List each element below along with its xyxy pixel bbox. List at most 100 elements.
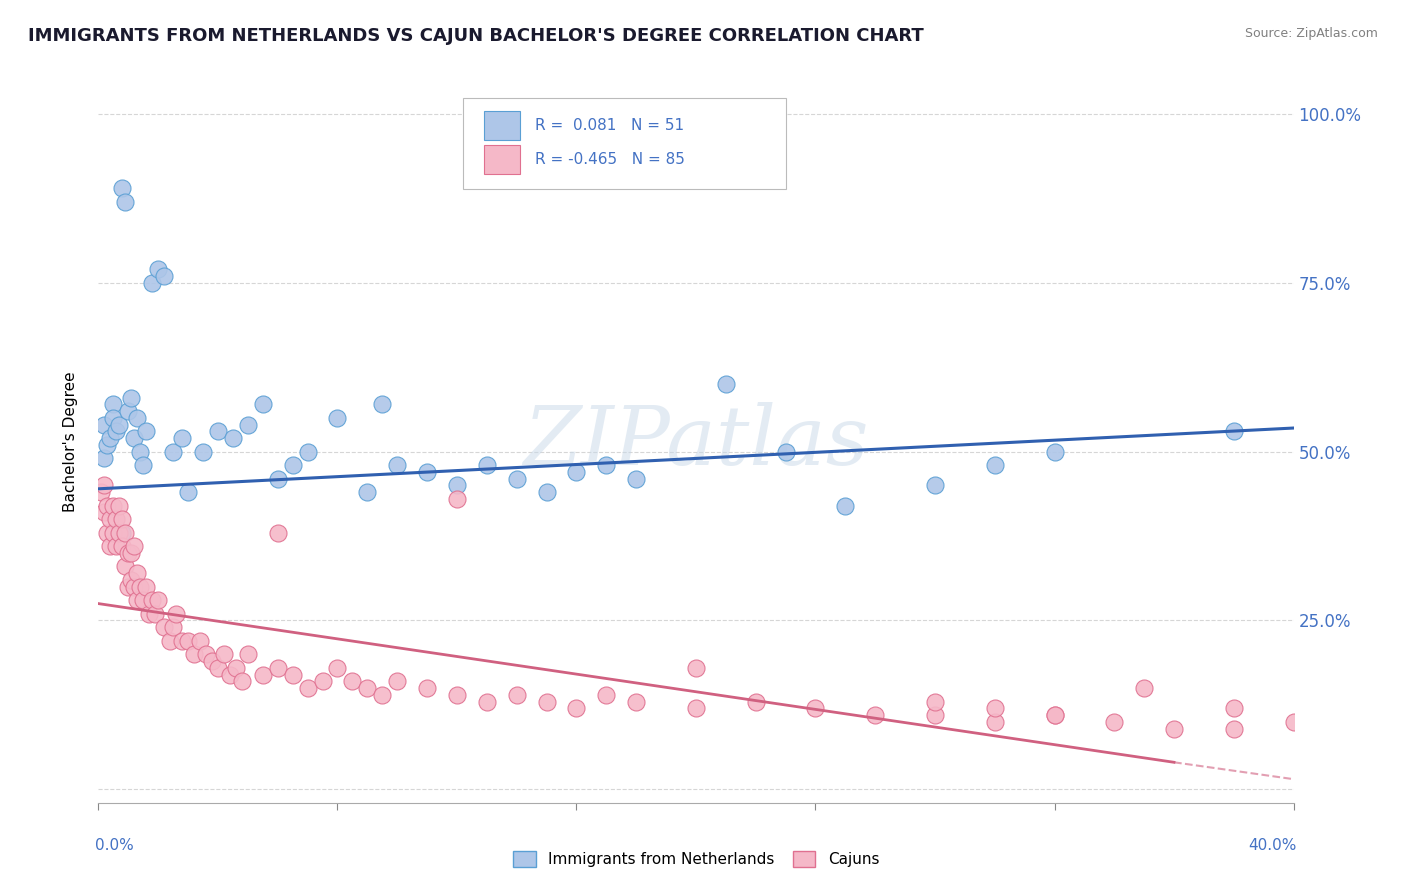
Point [132,593,155,607]
Point [326,411,349,425]
Point [153,269,176,284]
Point [267,525,290,540]
Point [342,674,364,689]
Point [1133,681,1156,695]
Point [96,499,118,513]
Point [177,633,200,648]
Point [162,620,184,634]
Point [356,681,378,695]
Point [120,573,142,587]
Point [162,444,184,458]
Point [804,701,827,715]
Point [172,633,194,648]
Bar [485,111,520,139]
Point [212,647,235,661]
Point [326,661,349,675]
Point [120,391,142,405]
Point [98,512,122,526]
Point [1043,444,1066,458]
Point [475,458,498,472]
Point [834,499,856,513]
Point [108,417,131,432]
Point [105,425,128,439]
Point [475,694,498,708]
Text: R = -0.465   N = 85: R = -0.465 N = 85 [534,153,685,168]
Point [446,688,468,702]
Point [129,444,152,458]
Point [506,688,529,702]
Point [1223,722,1246,736]
Point [103,397,125,411]
Point [267,661,290,675]
Point [148,593,170,607]
Point [165,607,187,621]
Point [385,674,409,689]
Point [685,661,707,675]
Point [159,633,181,648]
Point [775,444,797,458]
Point [120,546,142,560]
Point [371,397,394,411]
Text: 0.0%: 0.0% [94,838,134,853]
Point [252,397,274,411]
Point [281,667,304,681]
Point [536,694,558,708]
Point [96,438,118,452]
FancyBboxPatch shape [463,98,786,189]
Point [536,485,558,500]
Point [281,458,304,472]
Point [96,525,118,540]
Point [127,411,149,425]
Point [127,593,149,607]
Point [90,485,112,500]
Point [297,444,319,458]
Point [446,478,468,492]
Point [626,472,648,486]
Point [124,539,146,553]
Point [114,525,136,540]
Point [595,458,617,472]
Point [626,694,648,708]
Point [385,458,409,472]
Text: IMMIGRANTS FROM NETHERLANDS VS CAJUN BACHELOR'S DEGREE CORRELATION CHART: IMMIGRANTS FROM NETHERLANDS VS CAJUN BAC… [28,27,924,45]
Point [231,674,253,689]
Point [1223,701,1246,715]
Text: R =  0.081   N = 51: R = 0.081 N = 51 [534,118,683,133]
Point [207,661,229,675]
Point [745,694,768,708]
Bar [485,145,520,174]
Point [132,458,155,472]
Point [924,694,946,708]
Point [177,485,200,500]
Point [371,688,394,702]
Point [222,431,245,445]
Point [108,499,131,513]
Point [565,701,588,715]
Point [143,607,166,621]
Point [191,444,214,458]
Point [984,714,1007,729]
Text: ZIPatlas: ZIPatlas [523,401,869,482]
Point [111,525,134,540]
Point [201,654,224,668]
Point [984,701,1007,715]
Point [148,262,170,277]
Point [1282,714,1305,729]
Point [984,458,1007,472]
Point [93,417,115,432]
Point [446,491,468,506]
Point [252,667,274,681]
Point [311,674,333,689]
Point [153,620,176,634]
Point [1043,708,1066,723]
Point [124,580,146,594]
Point [236,417,259,432]
Point [103,525,125,540]
Point [105,512,128,526]
Point [114,194,136,209]
Point [207,425,229,439]
Point [93,451,115,466]
Point [416,681,439,695]
Point [114,559,136,574]
Point [225,661,247,675]
